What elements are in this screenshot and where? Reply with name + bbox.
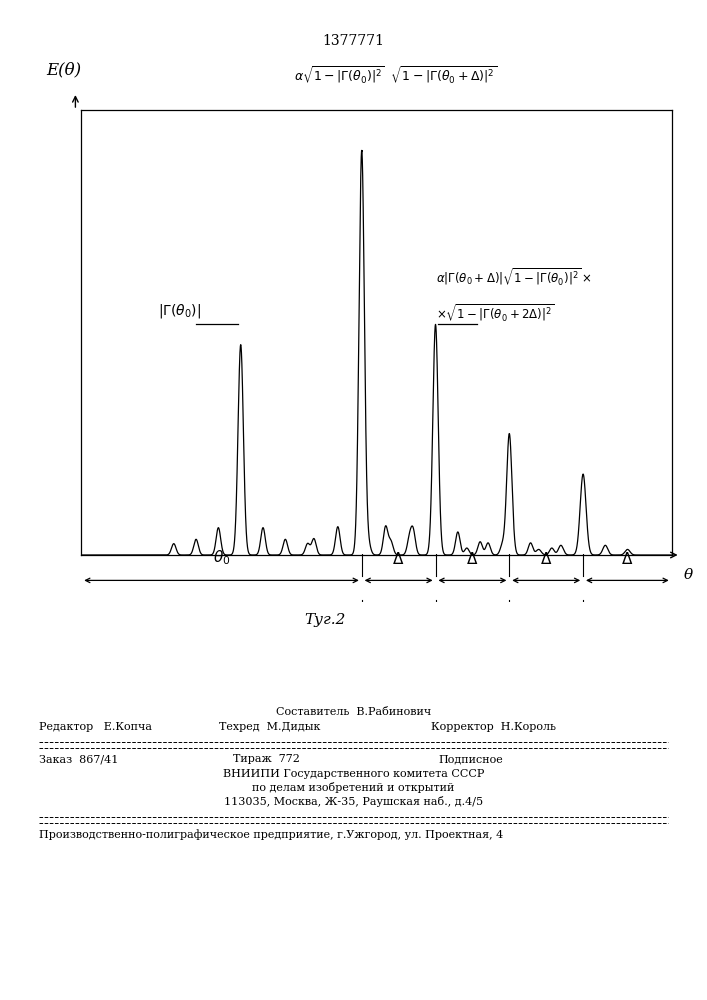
Text: Производственно-полиграфическое предприятие, г.Ужгород, ул. Проектная, 4: Производственно-полиграфическое предприя… — [39, 829, 503, 840]
Text: E(θ): E(θ) — [46, 62, 81, 79]
Text: θ: θ — [684, 568, 693, 582]
Text: $\Delta$: $\Delta$ — [540, 551, 552, 567]
Text: Редактор   Е.Копча: Редактор Е.Копча — [39, 722, 152, 732]
Text: $\theta_0$: $\theta_0$ — [213, 549, 230, 567]
Text: Заказ  867/41: Заказ 867/41 — [39, 754, 118, 764]
Text: 1377771: 1377771 — [322, 34, 385, 48]
Text: ВНИИПИ Государственного комитета СССР: ВНИИПИ Государственного комитета СССР — [223, 769, 484, 779]
Text: $|\Gamma(\theta_0)|$: $|\Gamma(\theta_0)|$ — [158, 302, 201, 320]
Text: Τуг.2: Τуг.2 — [305, 613, 346, 627]
Text: Составитель  В.Рабинович: Составитель В.Рабинович — [276, 707, 431, 717]
Text: $\alpha|\Gamma(\theta_0+\Delta)|\sqrt{1-|\Gamma(\theta_0)|^2}\times$: $\alpha|\Gamma(\theta_0+\Delta)|\sqrt{1-… — [436, 267, 591, 288]
Text: $\Delta$: $\Delta$ — [392, 551, 405, 567]
Text: $\Delta$: $\Delta$ — [466, 551, 479, 567]
Text: Техред  М.Дидык: Техред М.Дидык — [219, 722, 320, 732]
Text: Подписное: Подписное — [438, 754, 503, 764]
Text: $\times\sqrt{1-|\Gamma(\theta_0+2\Delta)|^2}$: $\times\sqrt{1-|\Gamma(\theta_0+2\Delta)… — [436, 302, 554, 324]
Text: Корректор  Н.Король: Корректор Н.Король — [431, 722, 556, 732]
Text: Тираж  772: Тираж 772 — [233, 754, 300, 764]
Text: по делам изобретений и открытий: по делам изобретений и открытий — [252, 782, 455, 793]
Text: $\Delta$: $\Delta$ — [621, 551, 633, 567]
Text: 113035, Москва, Ж-35, Раушская наб., д.4/5: 113035, Москва, Ж-35, Раушская наб., д.4… — [224, 796, 483, 807]
Text: $\alpha\sqrt{1-|\Gamma(\theta_0)|^2}$  $\sqrt{1-|\Gamma(\theta_0+\Delta)|^2}$: $\alpha\sqrt{1-|\Gamma(\theta_0)|^2}$ $\… — [294, 64, 497, 86]
